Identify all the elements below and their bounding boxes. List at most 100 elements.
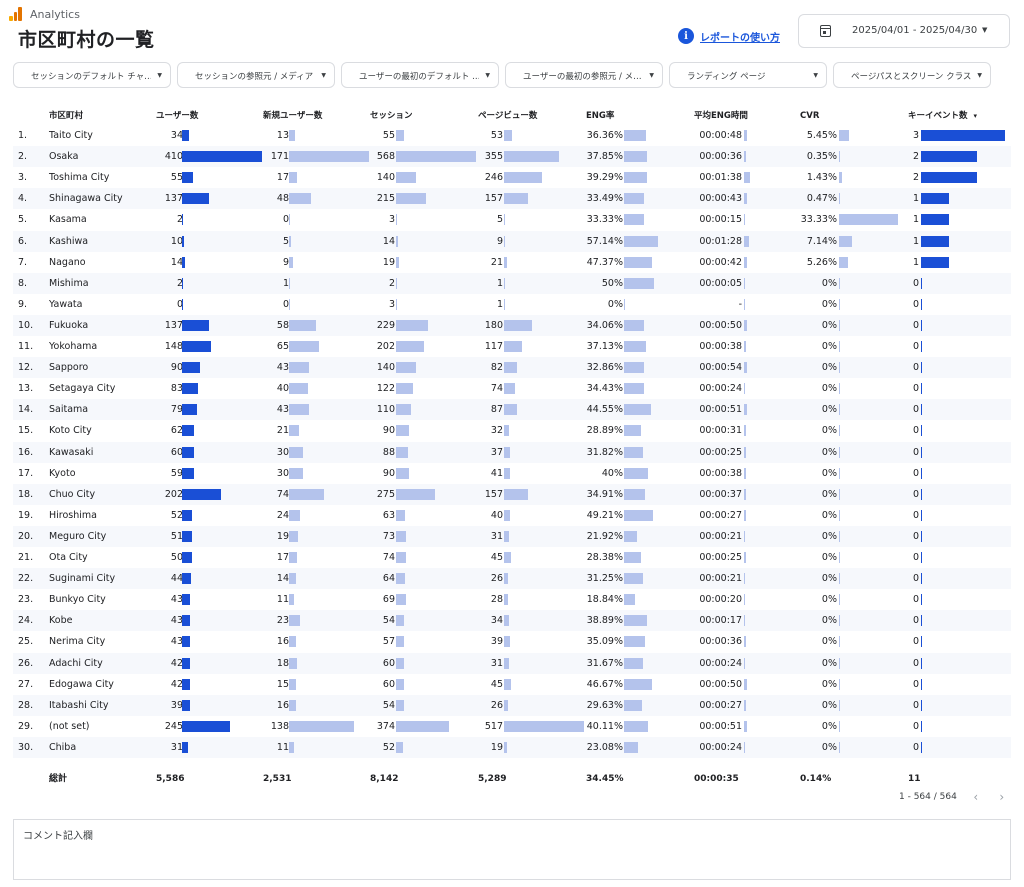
column-header-cvr[interactable]: CVR — [800, 111, 820, 121]
table-row[interactable]: 29. (not set) 245 138 374 517 40.11% 00:00:51 0%… — [13, 716, 1011, 737]
bar-eng-rate — [624, 678, 652, 690]
bar-new-users — [289, 573, 296, 585]
row-new-users: 30 — [276, 446, 289, 458]
row-rank: 9. — [18, 298, 28, 310]
help-link[interactable]: i レポートの使い方 — [678, 28, 780, 44]
row-new-users: 19 — [276, 530, 289, 542]
table-row[interactable]: 28. Itabashi City 39 16 54 26 29.63% 00:00:27 0%… — [13, 694, 1011, 716]
chevron-right-icon[interactable]: › — [999, 790, 1005, 804]
table-row[interactable]: 3. Toshima City 55 17 140 246 39.29% 00:01:38 1.… — [13, 167, 1011, 188]
row-city: Hiroshima — [49, 509, 97, 521]
filter-session-source-medium[interactable]: セッションの参照元 / メディア ▼ — [177, 62, 335, 88]
column-header-users[interactable]: ユーザー数 — [156, 111, 199, 121]
bar-eng-rate — [624, 172, 647, 184]
bar-sessions — [396, 446, 408, 458]
bar-tick-avg-eng — [744, 594, 745, 606]
table-row[interactable]: 20. Meguro City 51 19 73 31 21.92% 00:00:21 0% 0 — [13, 525, 1011, 547]
table-row[interactable]: 10. Fukuoka 137 58 229 180 34.06% 00:00:50 0% 0 — [13, 314, 1011, 336]
row-pageviews: 34 — [490, 615, 503, 627]
column-header-city[interactable]: 市区町村 — [49, 111, 84, 121]
table-row[interactable]: 15. Koto City 62 21 90 32 28.89% 00:00:31 0% 0 — [13, 420, 1011, 441]
row-users: 245 — [164, 720, 183, 732]
row-eng-rate: 34.06% — [586, 319, 623, 331]
column-header-pageviews[interactable]: ページビュー数 — [478, 111, 538, 121]
bar-avg-eng — [744, 699, 746, 711]
row-users: 62 — [170, 425, 183, 437]
help-link-label[interactable]: レポートの使い方 — [700, 32, 780, 44]
filter-first-user-source-medium[interactable]: ユーザーの最初の参照元 / メ… ▼ — [505, 62, 663, 88]
table-row[interactable]: 21. Ota City 50 17 74 45 28.38% 00:00:25 0% 0 — [13, 547, 1011, 568]
bar-cvr — [839, 235, 852, 247]
filter-landing-page[interactable]: ランディング ページ ▼ — [669, 62, 827, 88]
row-avg-eng: 00:00:25 — [699, 552, 742, 563]
table-row[interactable]: 22. Suginami City 44 14 64 26 31.25% 00:00:21 0%… — [13, 568, 1011, 590]
filter-label: ユーザーの最初の参照元 / メ… — [523, 72, 642, 82]
table-row[interactable]: 13. Setagaya City 83 40 122 74 34.43% 00:00:24 0… — [13, 378, 1011, 399]
row-key-events: 0 — [912, 741, 919, 753]
row-cvr: 0% — [821, 425, 837, 437]
filter-page-path-screen-class[interactable]: ページパスとスクリーン クラス ▼ — [833, 62, 991, 88]
table-row[interactable]: 30. Chiba 31 11 52 19 23.08% 00:00:24 0% 0 — [13, 736, 1011, 758]
bar-users — [182, 235, 184, 247]
table-row[interactable]: 14. Saitama 79 43 110 87 44.55% 00:00:51 0% 0 — [13, 399, 1011, 421]
column-header-new-users[interactable]: 新規ユーザー数 — [263, 111, 323, 121]
bar-pageviews — [504, 193, 528, 205]
bar-users — [182, 594, 190, 606]
row-rank: 10. — [18, 319, 34, 331]
bar-sessions — [396, 235, 398, 247]
table-row[interactable]: 5. Kasama 2 0 3 5 33.33% 00:00:15 33.33% 1 — [13, 209, 1011, 230]
chevron-left-icon[interactable]: ‹ — [973, 790, 979, 804]
table-row[interactable]: 11. Yokohama 148 65 202 117 37.13% 00:00:38 0% 0 — [13, 336, 1011, 357]
row-cvr: 5.45% — [806, 130, 837, 141]
bar-tick-key-events — [921, 741, 922, 753]
table-row[interactable]: 6. Kashiwa 10 5 14 9 57.14% 00:01:28 7.14% 1 — [13, 230, 1011, 252]
row-new-users: 43 — [276, 404, 289, 416]
bar-tick-key-events — [921, 657, 922, 669]
table-row[interactable]: 25. Nerima City 43 16 57 39 35.09% 00:00:36 0% 0 — [13, 631, 1011, 652]
date-range-picker[interactable]: 2025/04/01 - 2025/04/30 ▼ — [798, 14, 1010, 48]
row-sessions: 52 — [382, 741, 395, 753]
table-row[interactable]: 27. Edogawa City 42 15 60 45 46.67% 00:00:50 0% 0 — [13, 674, 1011, 695]
column-header-avg-eng-time[interactable]: 平均ENG時間 — [694, 111, 748, 121]
row-users: 83 — [170, 383, 183, 395]
row-avg-eng: 00:00:36 — [699, 151, 742, 163]
bar-pageviews — [504, 594, 508, 606]
bar-tick-cvr — [839, 467, 840, 479]
row-sessions: 2 — [388, 277, 395, 289]
table-row[interactable]: 19. Hiroshima 52 24 63 40 49.21% 00:00:27 0% 0 — [13, 505, 1011, 526]
filter-default-channel[interactable]: セッションのデフォルト チャ… ▼ — [13, 62, 171, 88]
bar-pageviews — [504, 699, 508, 711]
bar-users — [182, 530, 192, 542]
column-header-sessions[interactable]: セッション — [370, 111, 413, 121]
table-row[interactable]: 4. Shinagawa City 137 48 215 157 33.49% 00:00:4… — [13, 188, 1011, 210]
filter-first-user-channel[interactable]: ユーザーの最初のデフォルト … ▼ — [341, 62, 499, 88]
column-header-eng-rate[interactable]: ENG率 — [586, 111, 615, 121]
row-new-users: 30 — [276, 467, 289, 479]
table-row[interactable]: 18. Chuo City 202 74 275 157 34.91% 00:00:37 0% 0 — [13, 483, 1011, 505]
table-row[interactable]: 17. Kyoto 59 30 90 41 40% 00:00:38 0% 0 — [13, 463, 1011, 484]
column-header-key-events[interactable]: キーイベント数 ▾ — [908, 108, 977, 125]
row-users: 14 — [170, 256, 183, 268]
table-row[interactable]: 8. Mishima 2 1 2 1 50% 00:00:05 0% 0 — [13, 272, 1011, 294]
table-row[interactable]: 16. Kawasaki 60 30 88 37 31.82% 00:00:25 0% 0 — [13, 441, 1011, 463]
bar-sessions — [396, 256, 399, 268]
row-cvr: 0% — [821, 678, 837, 690]
table-row[interactable]: 23. Bunkyo City 43 11 69 28 18.84% 00:00:20 0% 0 — [13, 589, 1011, 610]
row-rank: 15. — [18, 425, 34, 437]
bar-eng-rate — [624, 699, 642, 711]
table-row[interactable]: 2. Osaka 410 171 568 355 37.85% 00:00:36 0.35% 2 — [13, 146, 1011, 168]
table-row[interactable]: 7. Nagano 14 9 19 21 47.37% 00:00:42 5.26% 1 — [13, 252, 1011, 273]
table-row[interactable]: 9. Yawata 0 0 3 1 0% - 0% 0 — [13, 294, 1011, 315]
row-city: Bunkyo City — [49, 594, 106, 606]
table-row[interactable]: 12. Sapporo 90 43 140 82 32.86% 00:00:54 0% 0 — [13, 357, 1011, 379]
row-sessions: 60 — [382, 678, 395, 690]
bar-tick-cvr — [839, 636, 840, 648]
table-row[interactable]: 24. Kobe 43 23 54 34 38.89% 00:00:17 0% 0 — [13, 610, 1011, 632]
table-row[interactable]: 1. Taito City 34 13 55 53 36.36% 00:00:48 5.45% 3 — [13, 125, 1011, 146]
row-city: Setagaya City — [49, 383, 116, 395]
row-key-events: 0 — [912, 383, 919, 395]
table-row[interactable]: 26. Adachi City 42 18 60 31 31.67% 00:00:24 0% 0 — [13, 652, 1011, 674]
row-new-users: 74 — [276, 488, 289, 500]
comment-box[interactable]: コメント記入欄 — [13, 819, 1011, 880]
bar-new-users — [289, 488, 324, 500]
